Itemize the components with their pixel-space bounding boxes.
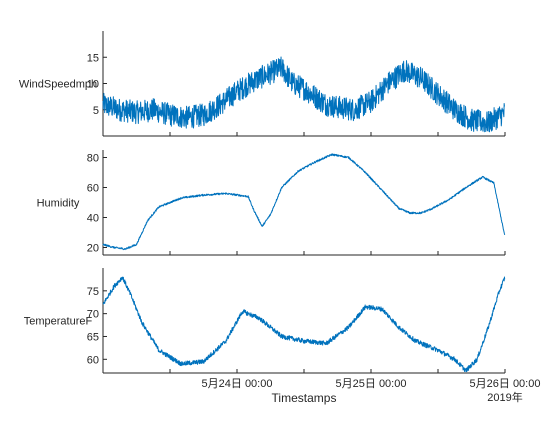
x-tick-label: 5月26日 00:00 bbox=[470, 378, 541, 390]
x-tick-label: 5月25日 00:00 bbox=[336, 378, 407, 390]
panel-2-y-tick-label: 80 bbox=[87, 153, 99, 165]
panel-2-y-tick-label: 20 bbox=[87, 243, 99, 255]
panel-3-y-tick-label: 70 bbox=[87, 309, 99, 321]
panel-3-series-line-1 bbox=[102, 276, 506, 373]
panel-3-y-tick-label: 60 bbox=[87, 354, 99, 366]
panel-2: 20 40 60 80 Humidity bbox=[37, 150, 506, 256]
panel-2-y-tick-label: 60 bbox=[87, 183, 99, 195]
x-axis-year-label: 2019年 bbox=[487, 390, 522, 404]
panel-1-y-tick-label: 10 bbox=[87, 79, 99, 91]
panel-1-y-label: WindSpeedmph bbox=[19, 79, 97, 91]
panel-3: 60 65 70 75 TemperatureF bbox=[24, 268, 506, 374]
panel-1: 5 10 15 WindSpeedmph bbox=[19, 31, 506, 137]
panel-3-y-tick-label: 75 bbox=[87, 286, 99, 298]
x-tick-label: 5月24日 00:00 bbox=[202, 378, 273, 390]
x-axis-label: Timestamps bbox=[272, 391, 337, 405]
panel-1-series-line-1 bbox=[102, 56, 505, 133]
panel-3-y-tick-label: 65 bbox=[87, 331, 99, 343]
panel-2-series-line-1 bbox=[102, 153, 506, 251]
panel-1-y-tick-label: 5 bbox=[93, 105, 99, 117]
panel-1-y-tick-label: 15 bbox=[87, 52, 99, 64]
panel-2-y-label: Humidity bbox=[37, 198, 80, 210]
panel-2-y-tick-label: 40 bbox=[87, 213, 99, 225]
panel-3-y-label: TemperatureF bbox=[24, 316, 93, 328]
